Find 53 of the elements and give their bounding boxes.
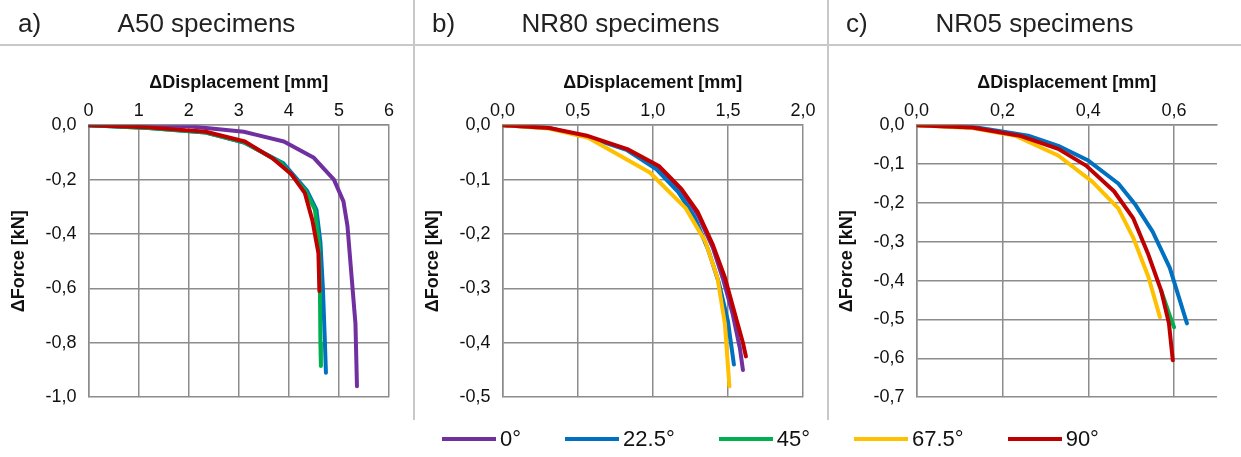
x-tick-label: 2,0 bbox=[790, 100, 816, 121]
y-tick-label: -0,3 bbox=[459, 277, 491, 298]
x-tick-label: 0 bbox=[83, 100, 94, 121]
chart-title: NR05 specimens bbox=[935, 8, 1134, 38]
y-tick-label: -0,8 bbox=[45, 331, 77, 352]
text: b) bbox=[432, 8, 456, 39]
x-tick-label: 1 bbox=[133, 100, 144, 121]
y-tick-label: -1,0 bbox=[45, 386, 77, 407]
x-tick-label: 0,0 bbox=[904, 100, 930, 121]
y-tick-label: -0,2 bbox=[45, 168, 77, 189]
y-tick-label: -0,5 bbox=[873, 308, 905, 329]
y-axis-title: ΔForce [kN] bbox=[7, 210, 28, 313]
y-tick-label: -0,6 bbox=[873, 347, 905, 368]
y-axis-title: ΔForce [kN] bbox=[421, 210, 442, 313]
y-tick-label: 0,0 bbox=[465, 114, 491, 135]
y-tick-label: -0,2 bbox=[873, 191, 905, 212]
y-tick-label: -0,1 bbox=[459, 168, 491, 189]
x-tick-label: 0,0 bbox=[490, 100, 516, 121]
x-axis-title: ΔDisplacement [mm] bbox=[149, 71, 329, 92]
y-tick-label: 0,0 bbox=[879, 114, 905, 135]
x-tick-label: 6 bbox=[383, 100, 395, 121]
legend-label: 0° bbox=[500, 425, 522, 452]
x-tick-label: 1,5 bbox=[715, 100, 741, 121]
text: a) bbox=[18, 8, 42, 39]
y-axis-title: ΔForce [kN] bbox=[835, 210, 856, 313]
y-tick-label: -0,4 bbox=[459, 331, 491, 352]
y-tick-label: -0,7 bbox=[873, 386, 905, 407]
y-tick-label: -0,4 bbox=[45, 222, 77, 243]
y-tick-label: -0,5 bbox=[459, 386, 491, 407]
x-tick-label: 0,5 bbox=[565, 100, 591, 121]
text: c) bbox=[846, 8, 868, 39]
y-tick-label: -0,1 bbox=[873, 153, 905, 174]
x-axis-title: ΔDisplacement [mm] bbox=[563, 71, 743, 92]
y-tick-label: -0,3 bbox=[873, 230, 905, 251]
x-tick-label: 0,6 bbox=[1161, 100, 1187, 121]
y-tick-label: 0,0 bbox=[51, 114, 77, 135]
y-tick-label: -0,6 bbox=[45, 277, 77, 298]
y-tick-label: -0,4 bbox=[873, 269, 905, 290]
y-tick-label: -0,2 bbox=[459, 222, 491, 243]
x-tick-label: 1,0 bbox=[640, 100, 666, 121]
x-tick-label: 3 bbox=[233, 100, 244, 121]
legend-label: 22.5° bbox=[623, 425, 675, 452]
x-tick-label: 5 bbox=[333, 100, 344, 121]
x-tick-label: 0,2 bbox=[989, 100, 1015, 121]
chart-title: NR80 specimens bbox=[521, 8, 720, 38]
chart-title: A50 specimens bbox=[117, 8, 296, 38]
x-tick-label: 2 bbox=[183, 100, 194, 121]
legend-label: 90° bbox=[1065, 425, 1099, 452]
x-tick-label: 4 bbox=[283, 100, 294, 121]
x-tick-label: 0,4 bbox=[1075, 100, 1101, 121]
legend-label: 45° bbox=[776, 425, 811, 452]
x-axis-title: ΔDisplacement [mm] bbox=[977, 71, 1157, 92]
legend-label: 67.5° bbox=[912, 425, 964, 452]
